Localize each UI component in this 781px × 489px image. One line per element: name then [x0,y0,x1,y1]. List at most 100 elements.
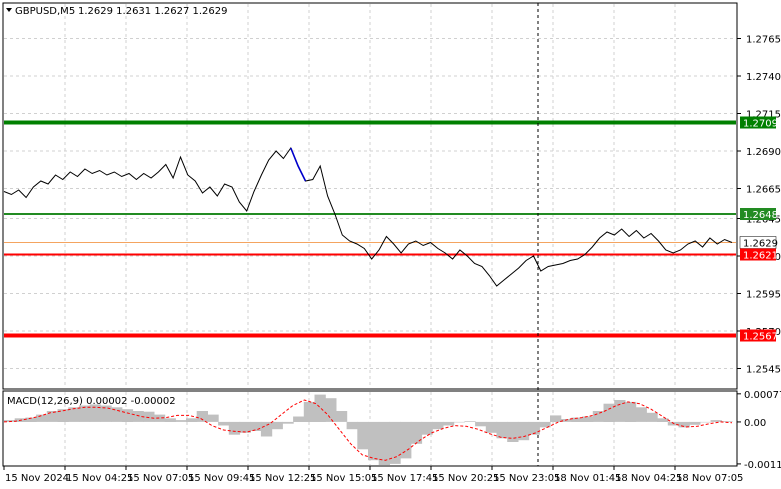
macd-bar [528,421,540,435]
price-axis[interactable]: 1.27651.27401.27151.26901.26651.26451.26… [737,35,781,376]
macd-bar [464,421,476,422]
macd-bar [25,417,37,422]
macd-bar [207,414,219,422]
macd-bar [175,420,187,422]
macd-bar [260,421,273,437]
macd-tick-label: -0.00115 [744,460,781,471]
macd-bar [36,414,48,422]
macd-tick-label: 0.00077 [744,390,781,401]
price-tick-label: 1.2765 [746,35,781,46]
macd-bar [710,420,722,422]
macd-bar [475,421,487,427]
macd-bar [496,421,508,439]
macd-bar [721,421,733,422]
macd-bar [153,414,166,422]
macd-bar [400,421,412,459]
price-highlight-segment [290,147,307,182]
macd-bar [699,421,712,423]
dropdown-triangle-icon[interactable] [6,8,12,12]
macd-bar [389,421,401,464]
macd-bar [228,421,241,435]
level-tag-green [740,208,776,220]
macd-label[interactable]: MACD(12,26,9) 0.00002 -0.00002 [7,396,176,407]
macd-bar [539,421,551,428]
macd-bar [485,421,498,433]
macd-axis[interactable]: 0.00077 0.00 -0.00115 [737,390,781,471]
macd-bar [421,421,433,435]
macd-tick-label: 0.00 [744,418,766,429]
macd-bar [368,421,380,461]
macd-bar [78,405,91,422]
macd-bar [689,421,701,425]
macd-bar [603,403,615,422]
macd-bar [325,398,337,422]
macd-bar [624,401,637,422]
level-tag-red [740,248,776,261]
time-tick-label: 15 Nov 12:25 [249,473,316,484]
macd-bar [442,421,455,426]
macd-bar [57,409,69,422]
macd-bar [507,421,519,442]
macd-bar [271,421,283,430]
ohlc-readout: 1.2629 1.2631 1.2627 1.2629 [78,6,228,17]
level-tag-label: 1.2648 [743,210,778,221]
price-tick-label: 1.2665 [746,185,781,196]
macd-bar [678,421,690,428]
macd-bar [614,400,626,422]
time-tick-label: 15 Nov 23:05 [493,473,560,484]
macd-bar [550,415,562,422]
macd-histogram [4,394,733,465]
macd-bar [250,421,262,431]
macd-bar [46,411,59,422]
time-tick-label: 15 Nov 07:05 [127,473,194,484]
macd-bar [314,394,326,422]
macd-bar [282,421,294,424]
macd-bar [164,418,176,422]
time-tick-label: 18 Nov 01:45 [554,473,621,484]
level-tag-label: 1.2709 [743,119,778,130]
time-tick-label: 18 Nov 07:05 [676,473,743,484]
macd-bar [635,407,647,422]
macd-signal-line [3,399,733,461]
macd-bar [592,411,605,422]
level-tag-label: 1.2567 [743,332,778,343]
price-tick-label: 1.2715 [746,110,781,121]
macd-bar [121,409,134,422]
price-grid [4,4,736,388]
macd-bar [346,421,358,430]
level-tag-label: 1.2629 [743,239,778,250]
macd-bar [646,412,658,422]
macd-bar [410,421,423,444]
macd-bar [293,416,305,422]
macd-bar [239,421,251,433]
macd-bar [143,411,155,422]
price-tick-label: 1.2690 [746,147,781,158]
macd-bar [453,421,465,423]
macd-bar [111,407,123,422]
macd-bar [100,405,112,422]
macd-bar [582,416,594,422]
macd-bar [89,404,101,422]
macd-bar [517,421,530,441]
macd-bar [186,418,198,422]
level-tag-strong_red [740,329,776,342]
macd-bar [432,421,444,430]
price-tick-label: 1.2740 [746,72,781,83]
macd-bar [196,411,208,422]
macd-bar [218,421,230,426]
level-lines[interactable] [4,120,736,338]
macd-bar [303,401,316,422]
level-tag-label: 1.2621 [743,251,778,262]
symbol-label[interactable]: GBPUSD,M5 [15,6,75,17]
macd-bar [335,411,348,422]
macd-bar [571,417,583,422]
time-tick-label: 15 Nov 09:45 [188,473,255,484]
time-tick-label: 15 Nov 2024 [5,473,69,484]
time-tick-label: 15 Nov 20:25 [432,473,499,484]
macd-bar [4,420,16,422]
macd-bar [378,421,390,465]
price-line [3,146,733,287]
